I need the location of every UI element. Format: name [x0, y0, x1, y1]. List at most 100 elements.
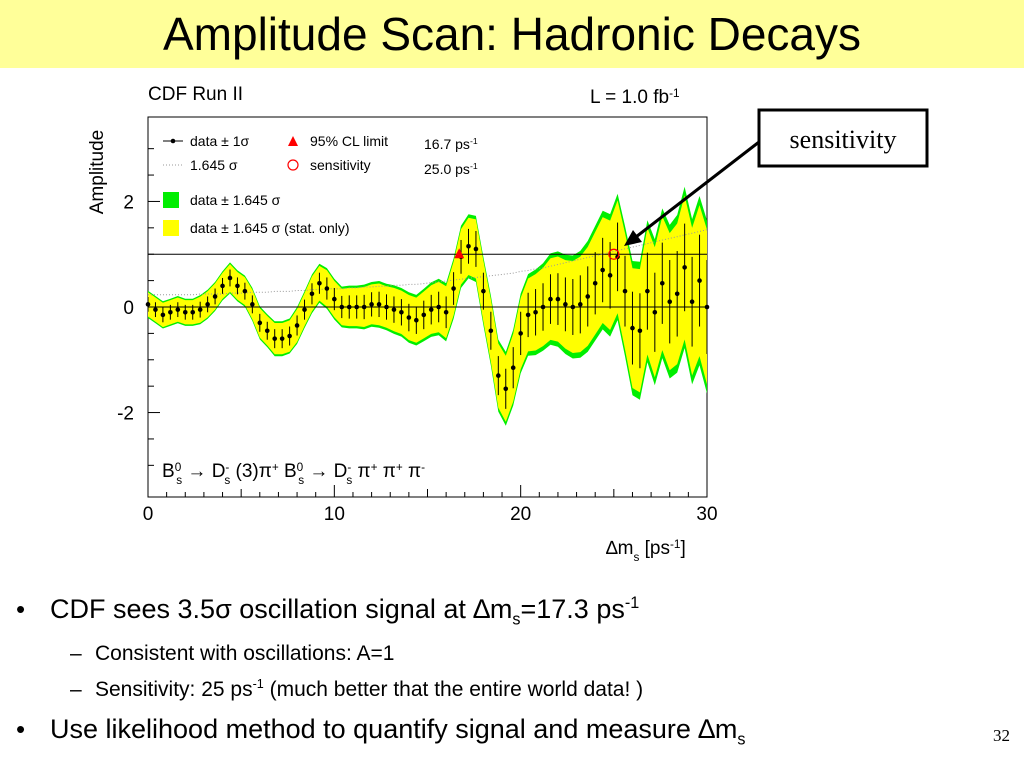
legend-yellow-box	[163, 220, 179, 236]
bullet-4: Use likelihood method to quantify signal…	[50, 714, 746, 749]
data-point	[309, 291, 315, 297]
data-point	[607, 273, 613, 278]
x-tick-label: 10	[324, 504, 345, 525]
x-tick-label: 20	[510, 504, 531, 525]
legend-label: 1.645 σ	[190, 157, 238, 173]
data-point	[481, 288, 486, 294]
y-tick-label: 0	[123, 298, 134, 319]
data-point	[600, 267, 605, 273]
data-point	[570, 304, 576, 310]
data-point	[294, 323, 300, 328]
limit-marker	[454, 248, 465, 259]
legend-label: data ± 1.645 σ	[190, 192, 281, 208]
legend-label: data ± 1.645 σ (stat. only)	[190, 220, 350, 236]
data-point	[682, 265, 687, 270]
data-point	[317, 280, 322, 286]
data-point	[674, 291, 680, 297]
data-point	[212, 294, 218, 299]
data-point	[592, 280, 598, 286]
data-point	[391, 307, 397, 312]
legend-label: 95% CL limit	[310, 133, 388, 149]
data-point	[510, 365, 516, 370]
data-point	[555, 296, 561, 302]
data-point	[399, 309, 404, 315]
data-point	[324, 286, 330, 291]
legend-triangle-symbol	[288, 136, 298, 146]
data-point	[518, 331, 523, 336]
data-point	[697, 278, 702, 283]
data-point	[279, 336, 285, 341]
data-point	[242, 288, 248, 294]
x-axis-label: ∆ms [ps-1]	[606, 538, 686, 564]
legend-value: 16.7 ps-1	[424, 136, 478, 152]
data-point	[339, 304, 345, 310]
page-number: 32	[993, 726, 1010, 745]
data-point	[533, 309, 538, 315]
data-point	[272, 336, 278, 341]
legend-label: data ± 1σ	[190, 133, 249, 149]
data-point	[525, 312, 531, 318]
data-point	[496, 373, 501, 378]
data-point	[376, 302, 382, 307]
y-tick-label: 2	[123, 192, 134, 213]
data-point	[540, 304, 546, 310]
data-point	[160, 312, 166, 318]
data-point	[227, 275, 233, 281]
data-point	[637, 328, 643, 334]
data-point	[153, 307, 158, 312]
decay-annotation: B0 s → D-s (3)π+ B0 s → D-s π+ π+ π-	[162, 461, 425, 487]
y-tick-label: -2	[117, 404, 134, 425]
callout-box	[757, 108, 929, 168]
data-point	[257, 320, 263, 326]
data-point	[384, 304, 389, 310]
data-point	[197, 307, 203, 312]
bullet-dash: –	[70, 642, 82, 665]
data-point	[585, 294, 591, 299]
data-point	[622, 288, 628, 294]
legend-circle-symbol	[287, 159, 299, 171]
data-point	[250, 302, 255, 307]
data-point	[443, 309, 449, 315]
bullet-dot: •	[16, 714, 26, 744]
bullet-dash: –	[70, 678, 82, 701]
data-point	[235, 283, 240, 289]
data-point	[168, 309, 173, 315]
luminosity-label: L = 1.0 fb-1	[590, 87, 680, 109]
data-point	[689, 299, 695, 305]
data-point	[182, 309, 188, 315]
bullet-2: Consistent with oscillations: A=1	[95, 642, 395, 665]
data-point	[145, 302, 151, 307]
amplitude-scan-chart: data ± 1σ 95% CL limit 16.7 ps-1 1.645 σ sen…	[87, 84, 929, 564]
data-point	[346, 304, 352, 310]
bullet-3: Sensitivity: 25 ps-1 (much better that t…	[95, 677, 644, 701]
data-point	[332, 296, 337, 302]
x-tick-label: 30	[696, 504, 717, 525]
data-point	[436, 304, 441, 310]
data-point	[428, 307, 434, 312]
sensitivity-marker	[608, 248, 620, 260]
data-point	[354, 304, 359, 310]
data-point	[563, 302, 568, 307]
data-point	[361, 304, 367, 310]
data-point	[264, 328, 270, 334]
callout-arrow-head	[624, 230, 642, 246]
chart-title: CDF Run II	[148, 84, 243, 105]
slide-title: Amplitude Scan: Hadronic Decays	[163, 8, 861, 60]
legend-label: sensitivity	[310, 157, 371, 173]
title-bar: Amplitude Scan: Hadronic Decays	[0, 0, 1024, 68]
data-point	[704, 304, 710, 310]
data-point	[205, 302, 210, 307]
data-point	[652, 309, 658, 315]
callout-arrow-line	[631, 140, 760, 242]
data-point	[421, 312, 427, 318]
data-point	[473, 246, 479, 252]
data-point	[466, 244, 471, 249]
legend-data-dot	[170, 138, 176, 144]
data-point	[645, 288, 650, 294]
data-point	[220, 283, 225, 289]
data-point	[451, 286, 456, 291]
stat-error-band	[148, 195, 707, 422]
data-point	[630, 325, 635, 331]
data-point	[414, 317, 419, 323]
bullet-dot: •	[16, 594, 26, 624]
